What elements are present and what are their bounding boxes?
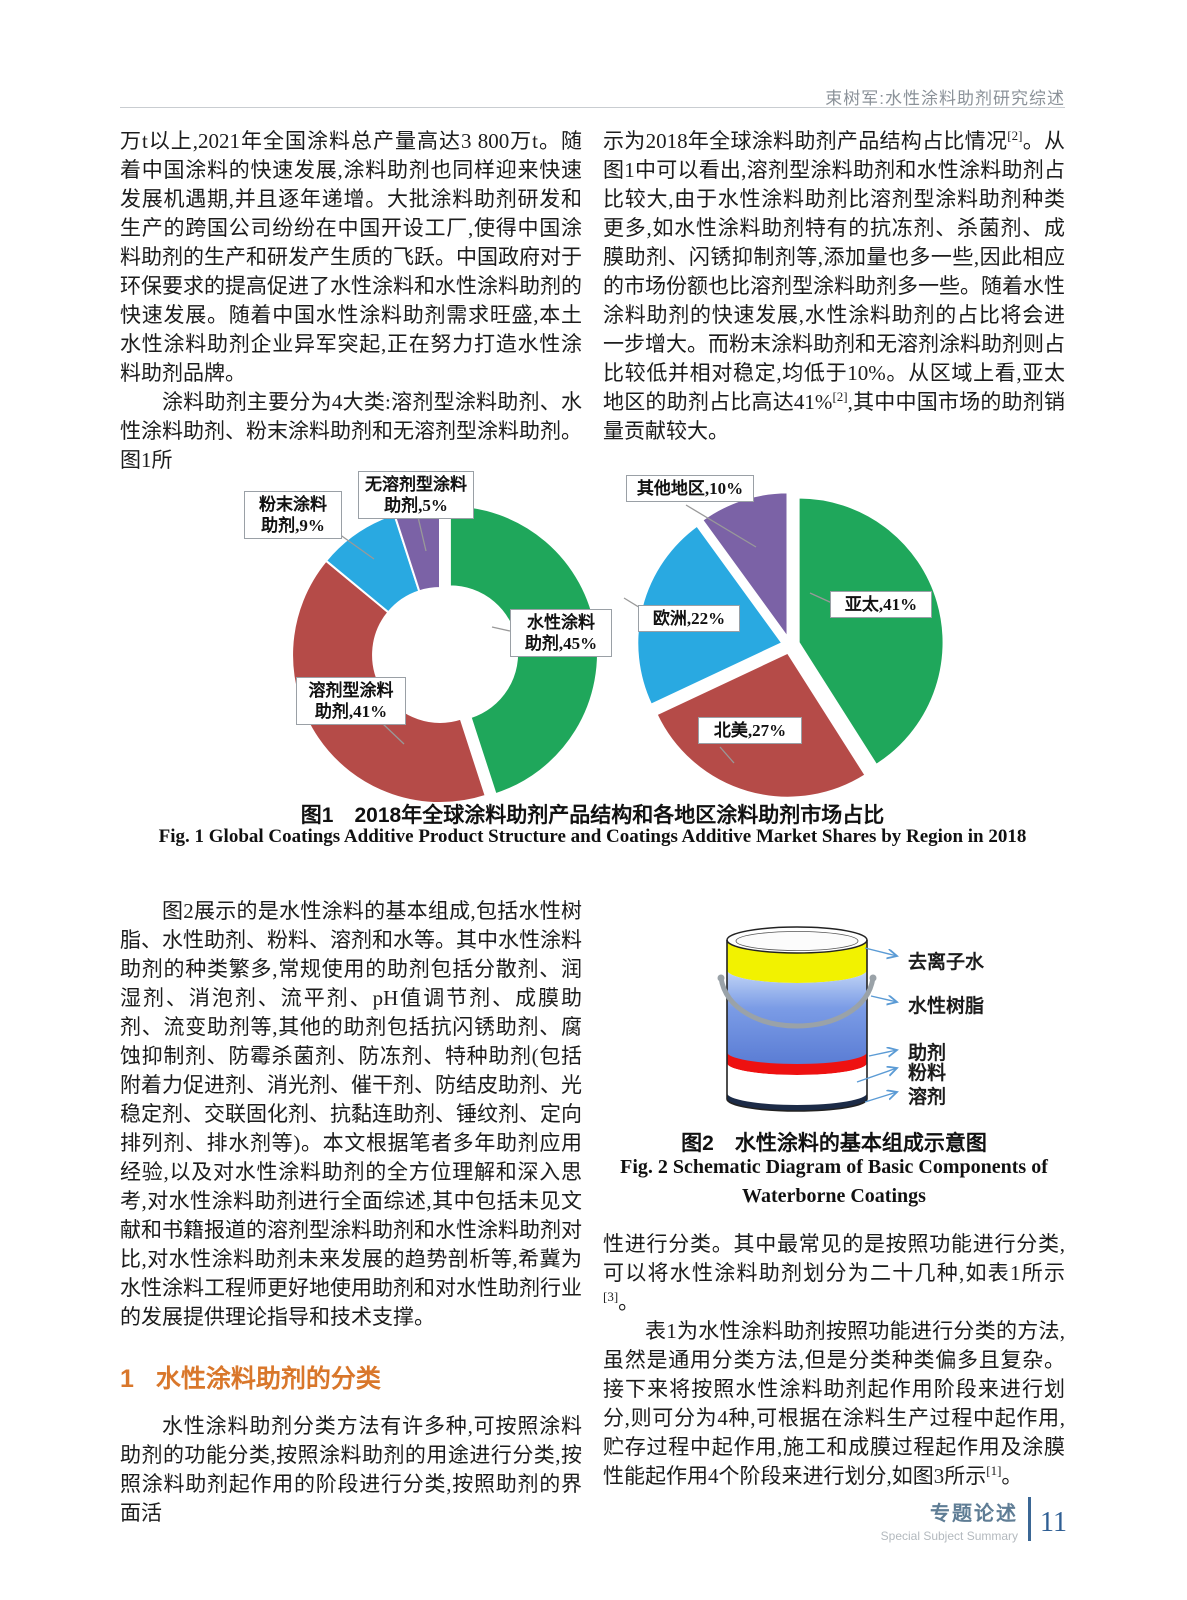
- arrow-powder: [856, 1068, 897, 1083]
- arrow-solvent: [864, 1092, 897, 1103]
- callout-label-solvent: 溶剂型涂料 助剂,41%: [296, 677, 406, 725]
- leader-solventfree: [417, 516, 427, 552]
- paragraph: 水性涂料助剂分类方法有许多种,可按照涂料助剂的功能分类,按照涂料助剂的用途进行分…: [120, 1414, 582, 1525]
- layer-solvent: [727, 1093, 867, 1111]
- figure1-charts: 无溶剂型涂料 助剂,5% 粉末涂料 助剂,9% 水性涂料 助剂,45% 溶剂型涂…: [120, 455, 1065, 807]
- pie-chart: [636, 491, 945, 799]
- callout-label-northamerica: 北美,27%: [698, 717, 802, 744]
- figure2-caption-en1: Fig. 2 Schematic Diagram of Basic Compon…: [620, 1156, 1048, 1178]
- section-heading: 1 水性涂料助剂的分类: [120, 1359, 582, 1395]
- paragraph: 图2展示的是水性涂料的基本组成,包括水性树脂、水性助剂、粉料、溶剂和水等。其中水…: [120, 899, 582, 1329]
- right-column-bottom: 性进行分类。其中最常见的是按照功能进行分类,可以将水性涂料助剂划分为二十几种,如…: [603, 1230, 1065, 1491]
- callout-label-solventfree: 无溶剂型涂料 助剂,5%: [358, 471, 474, 519]
- footer-column-zh: 专题论述: [930, 1503, 1019, 1525]
- handle-hinge-left: [717, 974, 725, 982]
- section-title: 水性涂料助剂的分类: [155, 1365, 381, 1393]
- bucket-label-solvent: 溶剂: [908, 1087, 947, 1108]
- bucket-label-powder: 粉料: [908, 1063, 947, 1084]
- running-title: 束树军:水性涂料助剂研究综述: [825, 89, 1065, 108]
- layer-waterborne-resin: [727, 970, 867, 1065]
- callout-label-europe: 欧洲,22%: [638, 605, 740, 632]
- bucket-outline: [726, 940, 868, 1112]
- leader-other: [685, 504, 757, 548]
- arrow-deionized-water: [864, 947, 897, 956]
- footer-divider-bar: [1028, 1497, 1032, 1541]
- bucket-diagram: [717, 926, 955, 1112]
- paragraph: 万t以上,2021年全国涂料总产量高达3 800万t。随着中国涂料的快速发展,涂…: [120, 129, 582, 385]
- figure1-caption-zh: 图1 2018年全球涂料助剂产品结构和各地区涂料助剂市场占比: [300, 804, 885, 827]
- leader-asia: [809, 592, 833, 604]
- handle-hinge-right: [869, 974, 877, 982]
- arrow-additive: [868, 1050, 897, 1056]
- bucket-label-deionized-water: 去离子水: [908, 952, 985, 973]
- paragraph: 性进行分类。其中最常见的是按照功能进行分类,可以将水性涂料助剂划分为二十几种,如…: [603, 1232, 1065, 1314]
- pie-slice-1: [797, 496, 945, 766]
- left-column-top: 万t以上,2021年全国涂料总产量高达3 800万t。随着中国涂料的快速发展,涂…: [120, 127, 582, 475]
- paragraph: 涂料助剂主要分为4大类:溶剂型涂料助剂、水性涂料助剂、粉末涂料助剂和无溶剂型涂料…: [120, 390, 582, 472]
- callout-label-other: 其他地区,10%: [626, 475, 754, 502]
- right-column-top: 示为2018年全球涂料助剂产品结构占比情况[2]。从图1中可以看出,溶剂型涂料助…: [603, 127, 1065, 446]
- figure1-caption-en: Fig. 1 Global Coatings Additive Product …: [158, 826, 1027, 847]
- left-column-bottom: 图2展示的是水性涂料的基本组成,包括水性树脂、水性助剂、粉料、溶剂和水等。其中水…: [120, 897, 582, 1528]
- paragraph: 示为2018年全球涂料助剂产品结构占比情况[2]。从图1中可以看出,溶剂型涂料助…: [603, 128, 1066, 443]
- footer-labels: 专题论述 Special Subject Summary: [881, 1497, 1018, 1543]
- header-rule: [120, 107, 1065, 108]
- bucket-rim-inner: [735, 931, 859, 951]
- arrow-waterborne-resin: [870, 996, 897, 1002]
- figure2-caption-zh: 图2 水性涂料的基本组成示意图: [681, 1132, 987, 1155]
- section-number: 1: [120, 1365, 134, 1393]
- bucket-label-additive: 助剂: [908, 1043, 947, 1064]
- layer-powder: [727, 1063, 867, 1105]
- page-footer: 专题论述 Special Subject Summary 11: [881, 1497, 1067, 1543]
- callout-label-asia: 亚太,41%: [830, 591, 932, 618]
- page-number: 11: [1040, 1507, 1067, 1538]
- layer-deionized-water: [727, 940, 867, 983]
- callout-label-waterborne: 水性涂料 助剂,45%: [510, 609, 612, 657]
- paragraph: 表1为水性涂料助剂按照功能进行分类的方法,虽然是通用分类方法,但是分类种类偏多且…: [603, 1319, 1065, 1488]
- bucket-handle: [718, 975, 876, 1029]
- footer-column-en: Special Subject Summary: [880, 1529, 1019, 1543]
- bucket-arrows: [856, 947, 897, 1103]
- bucket-label-waterborne-resin: 水性树脂: [908, 996, 985, 1017]
- leader-solvent: [381, 722, 405, 745]
- callout-label-powder: 粉末涂料 助剂,9%: [244, 491, 342, 539]
- leader-northamerica: [719, 746, 735, 764]
- layer-additive: [727, 1052, 867, 1075]
- figure2-caption-en2: Waterborne Coatings: [742, 1185, 926, 1207]
- leader-waterborne: [491, 626, 511, 632]
